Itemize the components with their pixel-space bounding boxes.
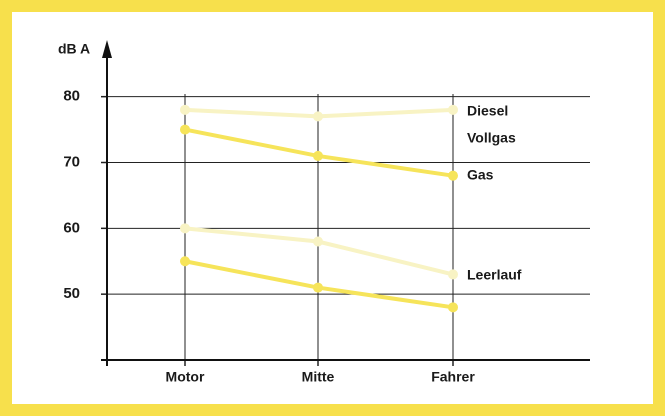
x-tick-label: Fahrer (431, 369, 475, 385)
point (313, 150, 323, 161)
point (180, 223, 190, 234)
y-axis-arrow (102, 40, 112, 58)
point (448, 104, 458, 115)
point (448, 269, 458, 280)
y-tick-label: 60 (63, 219, 80, 236)
point (313, 236, 323, 247)
annotation: Diesel (467, 103, 508, 119)
annotation: Gas (467, 167, 494, 183)
point (448, 302, 458, 313)
annotation: Vollgas (467, 130, 516, 146)
y-tick-label: 80 (63, 88, 80, 105)
x-tick-label: Motor (166, 369, 205, 385)
point (313, 111, 323, 122)
y-tick-label: 70 (63, 153, 80, 170)
point (180, 124, 190, 135)
point (313, 282, 323, 293)
point (180, 104, 190, 115)
y-axis-label: dB A (58, 41, 90, 57)
y-tick-label: 50 (63, 285, 80, 302)
point (180, 256, 190, 267)
annotation: Leerlauf (467, 267, 522, 283)
x-tick-label: Mitte (302, 369, 335, 385)
point (448, 170, 458, 181)
